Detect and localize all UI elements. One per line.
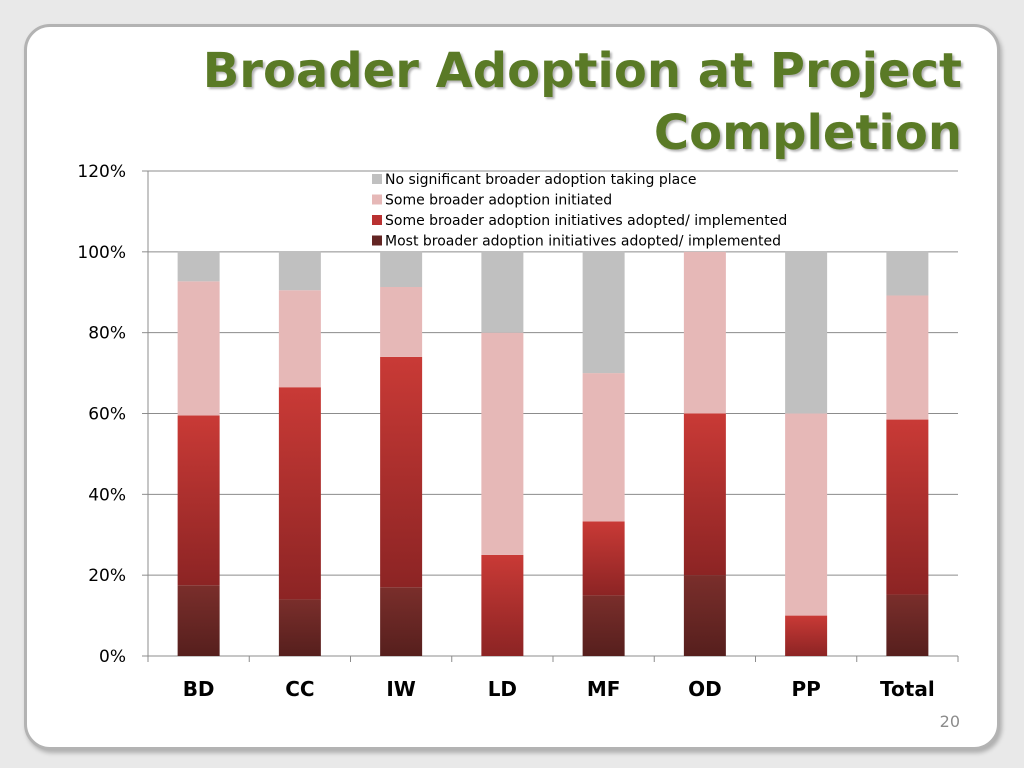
- bar-segment: [177, 251, 220, 282]
- legend-label: Most broader adoption initiatives adopte…: [385, 234, 781, 250]
- bar-segment: [177, 415, 220, 586]
- bar-segment: [278, 290, 321, 388]
- legend-label: Some broader adoption initiated: [385, 193, 612, 209]
- legend-swatch: [372, 174, 382, 184]
- bar-segment: [177, 585, 220, 656]
- bar-segment: [278, 387, 321, 600]
- bar-segment: [481, 332, 524, 555]
- bar-segment: [582, 373, 625, 522]
- y-tick-label: 0%: [99, 647, 126, 667]
- bar-segment: [886, 419, 929, 595]
- bars: [177, 251, 929, 656]
- x-tick-label: IW: [386, 677, 416, 701]
- y-tick-label: 20%: [88, 566, 126, 586]
- legend-swatch: [372, 215, 382, 225]
- bar-segment: [380, 587, 423, 656]
- axes: 0% 20% 40% 60% 80% 100% 120% BD CC IW LD MF OD PP Tota…: [77, 162, 959, 701]
- slide-title: Broader Adoption at Project Completion: [202, 43, 962, 161]
- legend-label: Some broader adoption initiatives adopte…: [385, 213, 787, 229]
- x-tick-label: OD: [688, 677, 722, 701]
- bar-segment: [278, 251, 321, 291]
- bar-segment: [785, 251, 828, 414]
- y-tick-label: 80%: [88, 324, 126, 344]
- bar-segment: [278, 599, 321, 656]
- x-tick-label: MF: [587, 677, 621, 701]
- grid-lines: [148, 170, 958, 576]
- bar-segment: [886, 594, 929, 656]
- legend-label: No significant broader adoption taking p…: [385, 172, 697, 188]
- y-tick-label: 40%: [88, 485, 126, 505]
- bar-segment: [380, 286, 423, 357]
- legend: No significant broader adoption taking p…: [372, 172, 787, 250]
- legend-swatch: [372, 194, 382, 205]
- bar-segment: [177, 281, 220, 416]
- bar-segment: [380, 356, 423, 588]
- x-tick-label: Total: [880, 677, 935, 701]
- x-tick-label: CC: [285, 677, 314, 701]
- bar-segment: [785, 615, 828, 656]
- bar-segment: [481, 251, 524, 333]
- bar-segment: [886, 251, 929, 296]
- bar-segment: [380, 251, 423, 287]
- x-tick-label: LD: [488, 677, 517, 701]
- y-tick-label: 100%: [77, 243, 126, 263]
- y-tick-label: 60%: [88, 405, 126, 425]
- bar-segment: [582, 251, 625, 374]
- bar-segment: [582, 595, 625, 656]
- bar-segment: [683, 251, 726, 414]
- bar-segment: [481, 554, 524, 656]
- page-number: 20: [939, 712, 960, 731]
- bar-segment: [683, 413, 726, 576]
- x-tick-label: PP: [791, 677, 820, 701]
- bar-segment: [582, 521, 625, 596]
- bar-segment: [683, 575, 726, 656]
- x-tick-label: BD: [183, 677, 215, 701]
- y-tick-label: 120%: [77, 162, 126, 182]
- bar-segment: [785, 413, 828, 616]
- bar-segment: [886, 295, 929, 420]
- legend-swatch: [372, 235, 382, 246]
